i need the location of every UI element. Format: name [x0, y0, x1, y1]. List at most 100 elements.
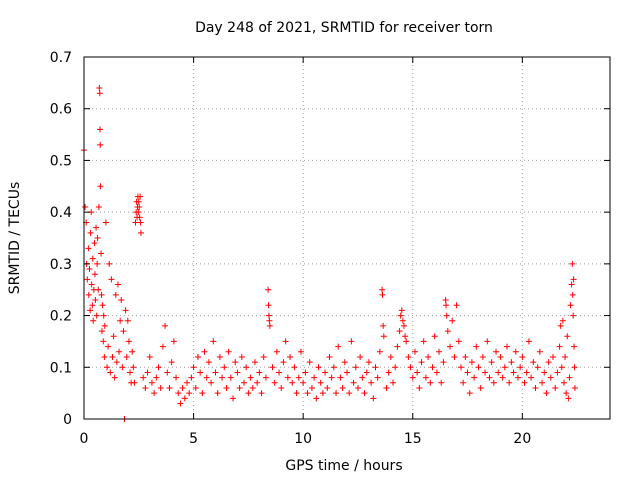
data-point: [479, 353, 486, 360]
data-point: [82, 203, 89, 210]
data-point: [116, 348, 123, 355]
data-point: [462, 353, 469, 360]
data-point: [175, 390, 182, 397]
data-point: [385, 369, 392, 376]
data-point: [337, 374, 344, 381]
data-point: [102, 219, 109, 226]
data-point: [361, 390, 368, 397]
data-point: [148, 379, 155, 386]
data-point: [398, 307, 405, 314]
data-point: [570, 312, 577, 319]
data-point: [554, 369, 561, 376]
data-point: [559, 317, 566, 324]
data-point: [368, 379, 375, 386]
data-point: [490, 379, 497, 386]
data-point: [101, 322, 108, 329]
data-point: [243, 364, 250, 371]
data-point: [374, 374, 381, 381]
data-point: [88, 281, 95, 288]
data-point: [100, 338, 107, 345]
data-point: [245, 390, 252, 397]
data-point: [557, 322, 564, 329]
data-point: [137, 229, 144, 236]
data-point: [335, 343, 342, 350]
data-point: [114, 281, 121, 288]
data-point: [570, 276, 577, 283]
data-point: [300, 379, 307, 386]
data-point: [451, 353, 458, 360]
data-point: [497, 353, 504, 360]
data-point: [333, 390, 340, 397]
data-point: [405, 353, 412, 360]
data-point: [425, 353, 432, 360]
data-point: [188, 374, 195, 381]
data-point: [291, 364, 298, 371]
plot-frame: [83, 56, 611, 420]
data-point: [122, 307, 129, 314]
data-point: [440, 359, 447, 366]
data-point: [157, 384, 164, 391]
data-point: [420, 338, 427, 345]
data-point: [93, 312, 100, 319]
data-point: [266, 317, 273, 324]
data-point: [186, 390, 193, 397]
data-point: [418, 359, 425, 366]
data-point: [90, 317, 97, 324]
data-point: [131, 379, 138, 386]
data-point: [571, 343, 578, 350]
data-point: [109, 353, 116, 360]
data-point: [562, 353, 569, 360]
data-point: [422, 374, 429, 381]
data-point: [352, 364, 359, 371]
data-point: [499, 374, 506, 381]
data-point: [225, 348, 232, 355]
data-point: [106, 260, 113, 267]
data-point: [380, 333, 387, 340]
data-point: [295, 374, 302, 381]
data-point: [135, 198, 142, 205]
data-point: [89, 255, 96, 262]
data-point: [302, 369, 309, 376]
data-point: [569, 260, 576, 267]
data-point: [92, 297, 99, 304]
data-point: [484, 338, 491, 345]
x-tick-label: 0: [80, 431, 89, 447]
data-point: [475, 364, 482, 371]
data-point: [94, 235, 101, 241]
data-point: [97, 183, 104, 190]
data-point: [354, 384, 361, 391]
data-point: [539, 379, 546, 386]
data-point: [95, 286, 102, 293]
data-point: [173, 374, 180, 381]
data-point: [234, 369, 241, 376]
data-point: [112, 291, 119, 298]
data-point: [197, 369, 204, 376]
data-point: [247, 374, 254, 381]
data-point: [96, 85, 103, 92]
data-point: [124, 317, 131, 324]
data-point: [528, 374, 535, 381]
data-point: [203, 374, 210, 381]
data-point: [146, 353, 153, 360]
data-point: [153, 374, 160, 381]
data-point: [265, 302, 272, 309]
data-point: [110, 333, 117, 340]
data-point: [372, 364, 379, 371]
data-point: [177, 400, 184, 407]
data-point: [477, 384, 484, 391]
data-point: [383, 384, 390, 391]
data-point: [357, 353, 364, 360]
data-point: [266, 322, 273, 329]
data-point: [94, 260, 101, 267]
data-point: [284, 374, 291, 381]
data-point: [162, 322, 169, 329]
data-point: [444, 328, 451, 335]
data-point: [495, 369, 502, 376]
data-point: [455, 338, 462, 345]
data-point: [151, 390, 158, 397]
data-point: [95, 203, 102, 210]
data-point: [407, 364, 414, 371]
data-point: [403, 338, 410, 345]
data-point: [396, 328, 403, 335]
